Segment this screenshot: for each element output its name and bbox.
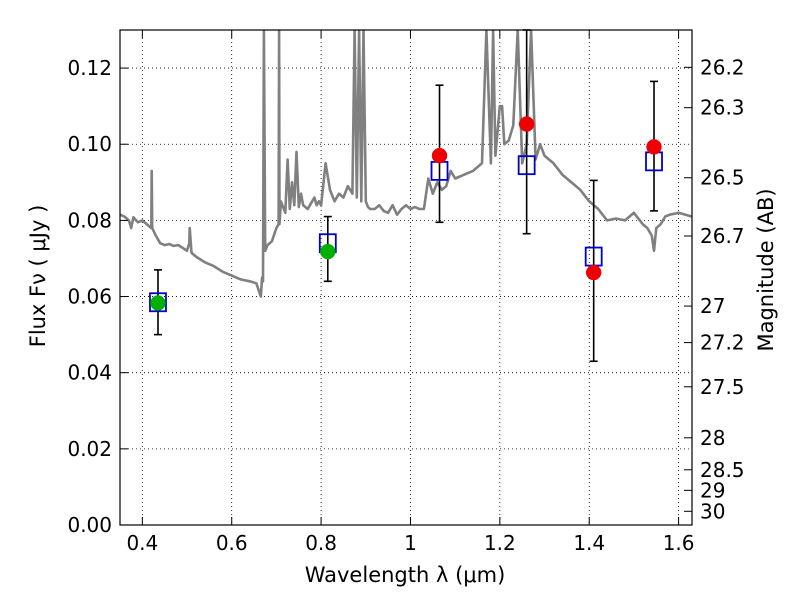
error-bars	[153, 29, 659, 363]
observed-point-marker	[646, 139, 662, 155]
markers	[149, 116, 663, 313]
spectrum-line	[120, 30, 692, 298]
grid	[120, 30, 692, 526]
right-tick-label: 27	[700, 294, 725, 318]
model-square-marker	[517, 155, 536, 176]
model-square-marker	[149, 292, 167, 313]
observed-point-marker	[320, 243, 336, 260]
observed-point-marker	[585, 264, 602, 281]
x-tick-label: 1	[404, 531, 417, 555]
right-tick-label: 27.5	[700, 375, 745, 399]
right-tick-label: 26.5	[700, 166, 745, 190]
spectrum-series	[120, 30, 692, 298]
right-tick-label: 28.5	[700, 458, 745, 482]
right-tick-label: 26.3	[700, 96, 745, 120]
y-tick-label: 0.04	[67, 361, 112, 385]
x-tick-label: 0.4	[126, 531, 158, 555]
y-axis-label: Flux Fν ( μJy )	[26, 205, 50, 348]
plot-frame	[119, 29, 693, 526]
right-axis-label: Magnitude (AB)	[754, 188, 778, 351]
x-tick-label: 1.2	[484, 531, 516, 555]
x-axis-label: Wavelength λ (μm)	[305, 563, 506, 587]
right-tick-label: 30	[700, 499, 725, 523]
x-tick-label: 1.6	[663, 531, 695, 555]
right-tick-label: 29	[700, 478, 725, 502]
y-tick-label: 0.08	[67, 208, 112, 232]
observed-point-marker	[518, 116, 535, 132]
y-tick-label: 0.02	[67, 437, 112, 461]
observed-point-marker	[150, 295, 166, 311]
x-tick-label: 0.6	[216, 531, 248, 555]
right-tick-label: 27.2	[700, 331, 745, 355]
x-tick-label: 0.8	[305, 531, 337, 555]
right-tick-label: 26.7	[700, 224, 745, 248]
ticks: 0.4 0.6 0.8 1 1.2 1.4 1.6 0.00 0.02 0.04 0.06 0.08 0…	[67, 30, 745, 555]
right-tick-label: 28	[700, 426, 725, 450]
observed-point-marker	[431, 147, 448, 164]
y-tick-label: 0.00	[67, 513, 112, 537]
y-tick-label: 0.12	[67, 56, 112, 80]
y-tick-label: 0.10	[67, 132, 112, 156]
x-tick-label: 1.4	[573, 531, 605, 555]
right-tick-label: 26.2	[700, 55, 745, 79]
y-tick-label: 0.06	[67, 285, 112, 309]
